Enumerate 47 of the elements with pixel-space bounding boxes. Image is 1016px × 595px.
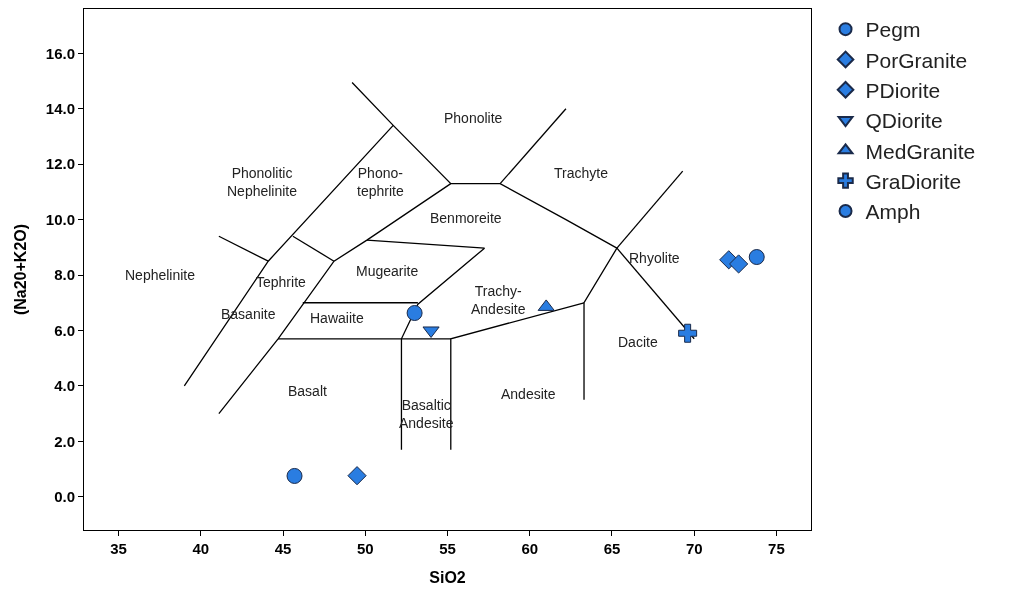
- x-tick-label: 40: [192, 540, 210, 557]
- x-tick-label: 75: [768, 540, 785, 557]
- annotation: Benmoreite: [430, 210, 502, 226]
- y-tick-label: 16.0: [45, 44, 75, 62]
- legend-label: QDiorite: [865, 109, 943, 133]
- x-tick-label: 35: [110, 540, 127, 557]
- annotation: Phono- tephrite: [357, 165, 404, 200]
- y-tick-label: 8.0: [54, 266, 75, 284]
- point: [406, 305, 423, 321]
- annotation: Trachy- Andesite: [471, 283, 526, 318]
- y-tick-label: 6.0: [54, 321, 75, 339]
- x-tick-label: 45: [274, 540, 292, 557]
- annotation: Phonolitic Nephelinite: [227, 165, 298, 200]
- x-tick-label: 60: [521, 540, 539, 557]
- legend-label: PDiorite: [865, 78, 941, 102]
- y-tick-label: 2.0: [54, 432, 75, 450]
- annotation: Dacite: [618, 334, 658, 350]
- legend-label: GraDiorite: [865, 169, 962, 193]
- point: [286, 467, 303, 484]
- y-tick-label: 12.0: [45, 155, 75, 173]
- y-tick-label: 10.0: [45, 210, 75, 228]
- annotation: Andesite: [501, 386, 556, 402]
- point: [729, 254, 749, 274]
- point: [748, 249, 765, 266]
- annotation: Trachyte: [554, 165, 609, 181]
- y-axis-title: (Na20+K2O): [11, 223, 29, 316]
- x-tick-label: 50: [356, 540, 374, 557]
- annotation: Basalt: [288, 383, 328, 399]
- x-tick-label: 55: [439, 540, 456, 557]
- annotation: Nephelinite: [125, 267, 196, 283]
- annotation: Rhyolite: [629, 250, 680, 266]
- y-tick-label: 0.0: [54, 487, 75, 505]
- legend-label: Pegm: [865, 18, 921, 42]
- legend-label: Amph: [865, 200, 921, 224]
- annotation: Phonolite: [444, 110, 503, 126]
- legend-label: PorGranite: [865, 48, 968, 72]
- annotation: Hawaiite: [310, 310, 364, 326]
- annotation: Mugearite: [356, 263, 419, 279]
- point: [678, 323, 698, 343]
- x-tick-label: 70: [685, 540, 703, 557]
- x-axis-title: SiO2: [429, 568, 466, 586]
- legend-label: MedGranite: [865, 139, 976, 163]
- y-tick-label: 14.0: [45, 100, 75, 118]
- x-tick-label: 65: [603, 540, 621, 557]
- annotation: Tephrite: [256, 274, 307, 290]
- point: [347, 466, 367, 486]
- y-tick-label: 4.0: [54, 377, 75, 395]
